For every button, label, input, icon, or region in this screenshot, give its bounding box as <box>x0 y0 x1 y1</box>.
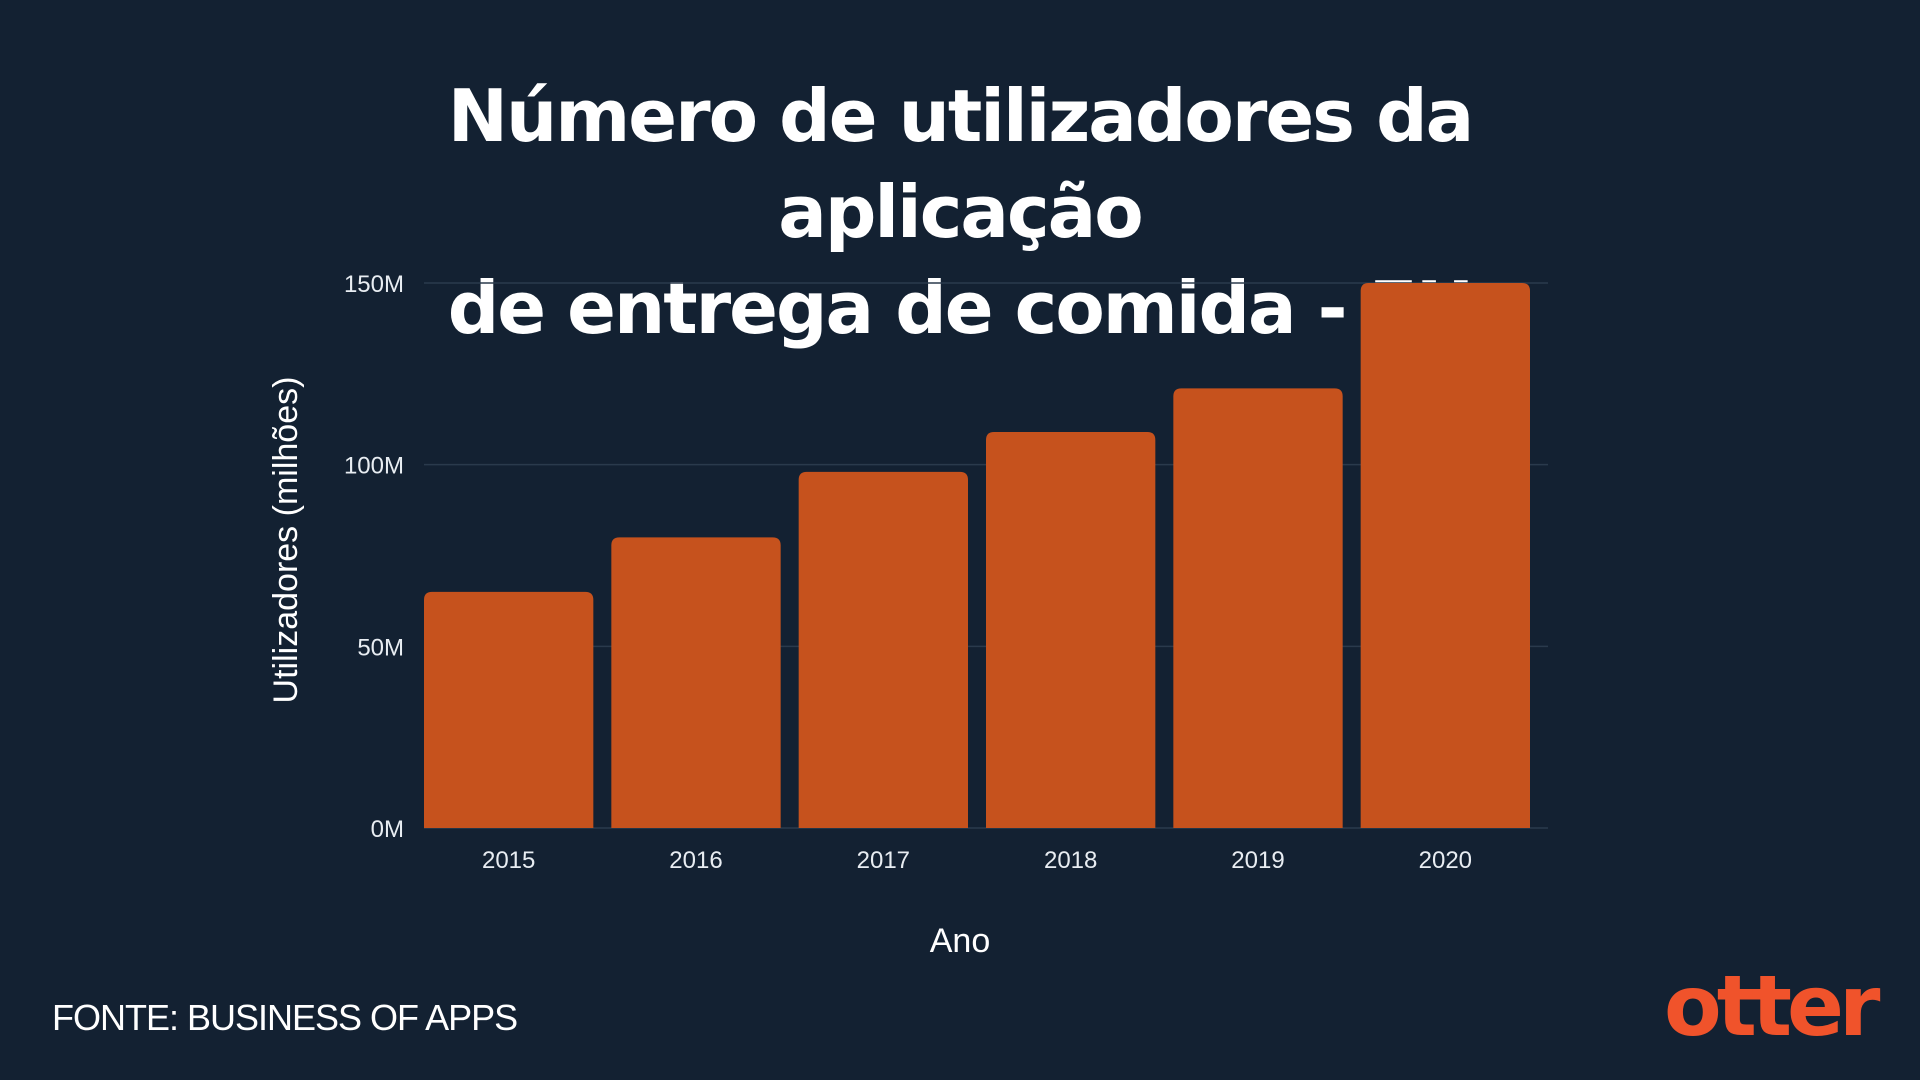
bar-2017 <box>798 471 968 828</box>
chart-title-line-2: de entrega de comida - EU <box>447 266 1475 350</box>
chart-title-line-1: Número de utilizadores da aplicação <box>447 74 1474 254</box>
x-axis-ticks: 2015 2016 2017 2018 2019 2020 <box>482 847 1472 874</box>
bar-2015 <box>424 591 594 828</box>
bar-2020 <box>1360 283 1530 828</box>
x-tick-label: 2018 <box>1044 847 1097 874</box>
y-tick-label: 100M <box>344 453 404 480</box>
y-tick-label: 0M <box>371 816 404 843</box>
y-tick-label: 150M <box>344 271 404 298</box>
x-tick-label: 2019 <box>1231 847 1284 874</box>
y-axis-label: Utilizadores (milhões) <box>267 377 305 704</box>
otter-logo: otter <box>1664 957 1880 1055</box>
x-tick-label: 2016 <box>669 847 722 874</box>
x-tick-label: 2015 <box>482 847 535 874</box>
bar-2018 <box>986 431 1156 828</box>
bar-2019 <box>1173 388 1343 828</box>
x-tick-label: 2020 <box>1419 847 1472 874</box>
y-tick-label: 50M <box>357 634 404 661</box>
y-axis-ticks: 0M 50M 100M 150M <box>344 271 404 843</box>
x-tick-label: 2017 <box>857 847 910 874</box>
x-axis-label: Ano <box>930 922 991 960</box>
chart-title: Número de utilizadores da aplicação de e… <box>260 68 1660 356</box>
bar-2016 <box>611 537 781 828</box>
bars <box>424 283 1530 828</box>
source-caption: FONTE: BUSINESS OF APPS <box>52 997 518 1038</box>
